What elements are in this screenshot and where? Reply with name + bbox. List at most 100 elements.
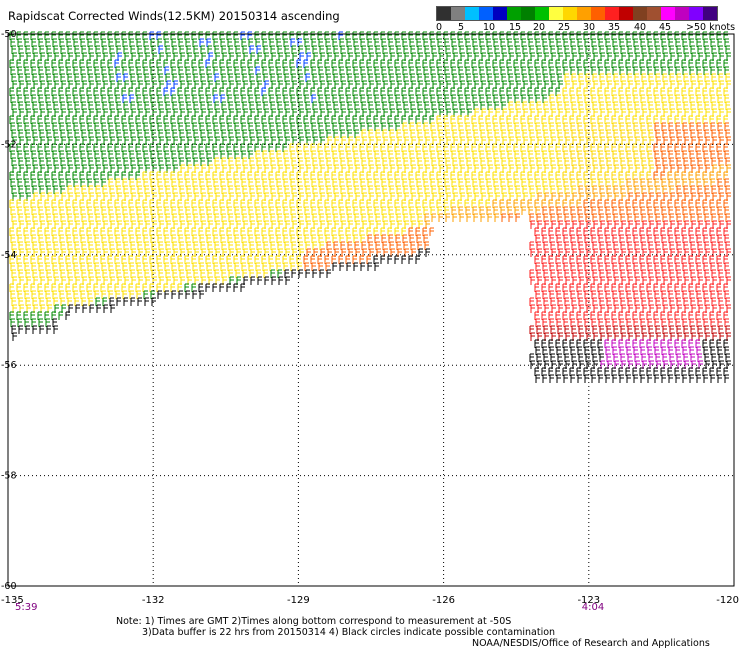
wind-barb (690, 73, 695, 82)
wind-barb (674, 59, 679, 68)
wind-barb (254, 87, 259, 96)
wind-barb (191, 87, 196, 96)
wind-barb (583, 115, 588, 124)
wind-barb (115, 122, 120, 131)
wind-barb (354, 101, 359, 110)
wind-barb (304, 122, 309, 131)
wind-barb (576, 115, 581, 124)
wind-barb (353, 38, 358, 47)
wind-barb (438, 45, 443, 54)
wind-barb (550, 101, 555, 110)
wind-barb (373, 59, 378, 68)
wind-barb (11, 73, 16, 82)
wind-barb (682, 66, 687, 75)
wind-barb (492, 87, 497, 96)
wind-barb (213, 94, 218, 103)
wind-barb (67, 129, 72, 138)
wind-barb (81, 101, 86, 110)
wind-barb (39, 129, 44, 138)
wind-barb (31, 66, 36, 75)
wind-barb (618, 59, 623, 68)
wind-barb (676, 73, 681, 82)
wind-barb (143, 94, 148, 103)
note-line-2: 3)Data buffer is 22 hrs from 20150314 4)… (142, 627, 556, 638)
wind-barb (431, 213, 436, 222)
wind-barb (493, 94, 498, 103)
wind-barb (206, 94, 211, 103)
wind-barb (480, 101, 485, 110)
wind-barb (310, 87, 315, 96)
wind-barb (108, 38, 113, 47)
wind-barb (408, 87, 413, 96)
wind-barb (199, 66, 204, 75)
wind-barb (478, 87, 483, 96)
wind-barb (499, 59, 504, 68)
wind-barb (268, 115, 273, 124)
wind-barb (186, 101, 191, 110)
wind-barb (473, 45, 478, 54)
wind-barb (605, 374, 610, 383)
wind-barb (515, 101, 520, 110)
wind-barb (632, 31, 637, 40)
wind-barb (123, 297, 128, 306)
wind-barb (347, 73, 352, 82)
wind-barb (353, 122, 358, 131)
wind-barb (205, 31, 210, 40)
wind-barb (24, 122, 29, 131)
wind-barb (667, 59, 672, 68)
wind-barb (583, 31, 588, 40)
wind-barb (226, 87, 231, 96)
wind-barb (479, 66, 484, 75)
wind-barb (38, 38, 43, 47)
wind-barb (191, 31, 196, 40)
wind-barb (193, 45, 198, 54)
wind-barb (668, 374, 673, 383)
wind-barb (445, 101, 450, 110)
wind-barb (45, 94, 50, 103)
wind-barb (381, 94, 386, 103)
wind-barb (485, 59, 490, 68)
wind-barb (563, 38, 568, 47)
wind-barb (527, 115, 532, 124)
wind-barb (396, 101, 401, 110)
wind-barb (529, 45, 534, 54)
wind-barb (268, 59, 273, 68)
wind-barb (212, 87, 217, 96)
wind-barb (312, 101, 317, 110)
wind-barb (101, 122, 106, 131)
wind-barb (597, 87, 602, 96)
wind-barb (304, 94, 309, 103)
wind-barb (556, 94, 561, 103)
wind-barb (415, 255, 420, 264)
wind-barb (710, 38, 715, 47)
wind-barb (200, 101, 205, 110)
wind-barb (18, 73, 23, 82)
wind-barb (318, 38, 323, 47)
wind-barb (431, 73, 436, 82)
wind-barb (591, 374, 596, 383)
wind-barb (240, 59, 245, 68)
wind-barb (73, 66, 78, 75)
wind-barb (143, 122, 148, 131)
wind-barb (423, 94, 428, 103)
wind-barb (241, 66, 246, 75)
wind-barb (697, 101, 702, 110)
wind-barb (380, 31, 385, 40)
wind-barb (172, 73, 177, 82)
wind-barb (46, 129, 51, 138)
wind-barb (592, 73, 597, 82)
wind-barb (233, 87, 238, 96)
wind-barb (660, 87, 665, 96)
wind-barb (18, 325, 23, 334)
wind-barb (158, 73, 163, 82)
wind-barb (303, 115, 308, 124)
wind-barb (53, 45, 58, 54)
wind-barb (115, 38, 120, 47)
wind-barb (422, 59, 427, 68)
wind-barb (23, 31, 28, 40)
wind-barb (213, 66, 218, 75)
wind-barb (325, 94, 330, 103)
wind-barb (619, 66, 624, 75)
wind-barb (619, 94, 624, 103)
wind-barb (696, 122, 701, 131)
